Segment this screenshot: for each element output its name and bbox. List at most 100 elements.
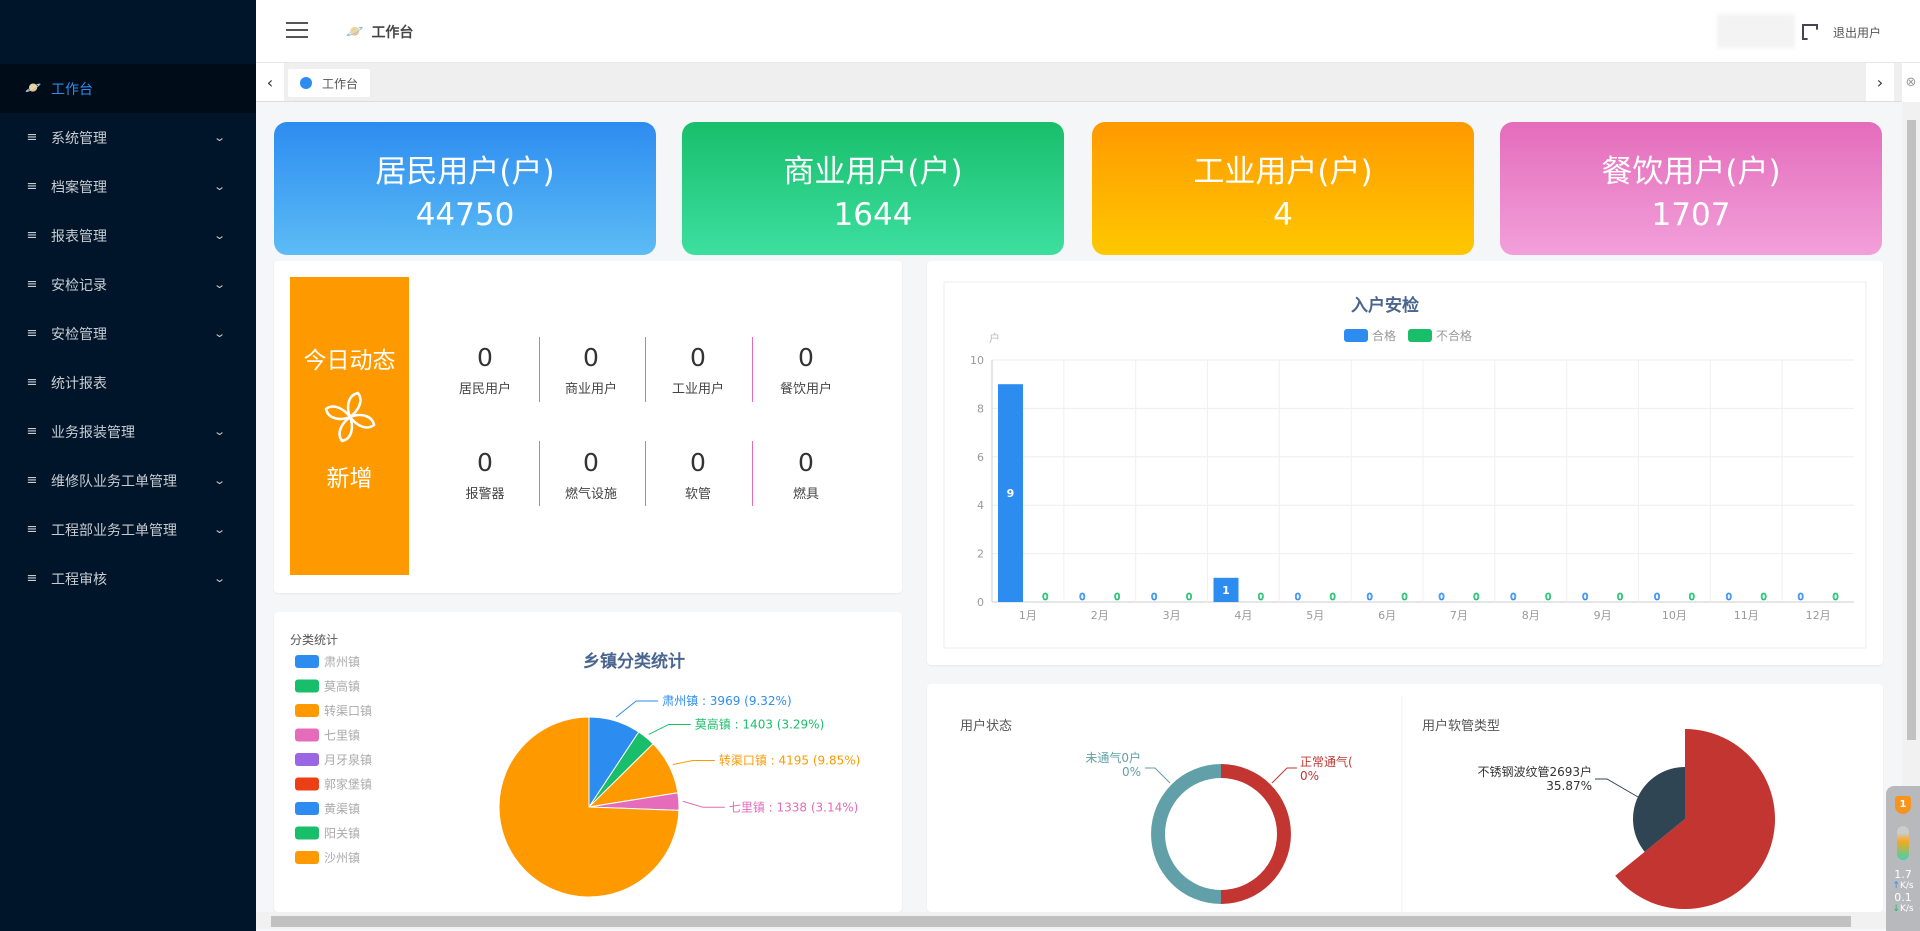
label-line (672, 760, 715, 765)
close-all-tabs-icon[interactable]: ⊗ (1902, 63, 1920, 102)
sidebar-item[interactable]: ≡ 业务报装管理 ⌄ (0, 407, 256, 456)
slice-label: 肃州镇 : 3969 (9.32%) (662, 694, 792, 708)
rose-slice[interactable] (1633, 767, 1685, 852)
legend-swatch[interactable] (295, 753, 319, 766)
sidebar-item-label: 档案管理 (51, 179, 107, 196)
bar-value-label: 0 (1582, 592, 1588, 603)
label-line (1271, 767, 1297, 784)
tab-workbench[interactable]: 工作台 (288, 69, 371, 97)
slice-label: 莫高镇 : 1403 (3.29%) (695, 716, 825, 731)
bar-value-label: 0 (1258, 592, 1264, 603)
sidebar-item-label: 工程部业务工单管理 (51, 522, 177, 539)
tabs-scroll-right-icon[interactable]: › (1866, 63, 1894, 101)
x-tick-label: 1月 (1019, 609, 1037, 622)
chevron-down-icon: ⌄ (212, 180, 226, 193)
legend-label[interactable]: 莫高镇 (324, 679, 360, 694)
sidebar-item[interactable]: ≡ 维修队业务工单管理 ⌄ (0, 456, 256, 505)
divider (539, 441, 540, 506)
sidebar-item[interactable]: ≡ 系统管理 ⌄ (0, 113, 256, 162)
bar[interactable] (1213, 577, 1239, 602)
divider (752, 441, 753, 506)
sidebar-item[interactable]: ≡ 档案管理 ⌄ (0, 162, 256, 211)
y-tick-label: 6 (977, 451, 984, 464)
today-stat: 0 软管 (645, 448, 751, 502)
legend-swatch[interactable] (295, 655, 319, 668)
x-tick-label: 8月 (1522, 609, 1540, 622)
donut-slice[interactable] (1151, 764, 1221, 904)
town-pie-panel: 分类统计 肃州镇 莫高镇 转渠口镇 七里镇 月牙泉镇 郭家堡镇 黄渠镇 阳关镇 沙州镇 乡镇分类统计… (274, 612, 902, 912)
legend-swatch[interactable] (295, 802, 319, 815)
chevron-down-icon: ⌄ (212, 229, 226, 242)
label-line (648, 723, 691, 735)
legend-swatch[interactable] (1344, 329, 1368, 342)
stat-label: 商业用户 (564, 382, 617, 397)
stat-label: 报警器 (465, 487, 505, 502)
y-tick-label: 10 (970, 354, 984, 367)
legend-swatch[interactable] (295, 679, 319, 693)
logout-button[interactable]: 退出用户 (1833, 26, 1882, 40)
bar-value-label: 0 (1295, 592, 1301, 603)
legend-label[interactable]: 七里镇 (324, 729, 360, 743)
chevron-down-icon: ⌄ (212, 278, 226, 291)
legend-swatch[interactable] (295, 704, 319, 717)
sidebar-item[interactable]: ≡ 统计报表 (0, 358, 256, 407)
fullscreen-icon[interactable] (1802, 24, 1818, 40)
legend-swatch[interactable] (295, 728, 319, 742)
hamburger-menu-icon[interactable] (286, 22, 308, 38)
tabs-scroll-left-icon[interactable]: ‹ (256, 63, 284, 101)
legend-swatch[interactable] (295, 851, 319, 864)
pie-slice[interactable] (498, 716, 680, 898)
sidebar-item[interactable]: ≡ 安检记录 ⌄ (0, 260, 256, 309)
sidebar-item[interactable]: ≡ 工程部业务工单管理 ⌄ (0, 505, 256, 554)
chart-title: 乡镇分类统计 (583, 651, 685, 672)
legend-label[interactable]: 合格 (1372, 328, 1396, 343)
menu-icon: ≡ (26, 179, 38, 194)
label-line (615, 700, 659, 718)
sidebar-item[interactable]: ≡ 工程审核 ⌄ (0, 554, 256, 603)
x-tick-label: 6月 (1378, 609, 1396, 622)
sidebar-item-label: 业务报装管理 (51, 424, 135, 441)
label-line (682, 800, 725, 808)
legend-label[interactable]: 阳关镇 (324, 827, 360, 841)
bar-value-label: 9 (1007, 487, 1015, 500)
legend-label[interactable]: 郭家堡镇 (324, 777, 372, 792)
tab-active-dot (300, 77, 312, 89)
scroll-thumb[interactable] (271, 916, 1851, 927)
stat-label: 燃具 (792, 487, 819, 502)
sidebar-item[interactable]: 🪐 工作台 (0, 64, 256, 113)
bar-value-label: 0 (1832, 592, 1838, 603)
scroll-thumb[interactable] (1907, 120, 1916, 740)
bar-value-label: 1 (1222, 584, 1230, 597)
network-speed-widget[interactable]: 1 1.7 ↑K/s 0.1 ↓K/s (1886, 786, 1920, 931)
menu-icon: ≡ (26, 571, 38, 586)
legend-label[interactable]: 沙州镇 (324, 851, 360, 865)
vertical-scrollbar[interactable] (1902, 102, 1920, 912)
bar-value-label: 0 (1654, 592, 1660, 603)
bar-value-label: 0 (1689, 592, 1695, 603)
sidebar-item[interactable]: ≡ 安检管理 ⌄ (0, 309, 256, 358)
card-title: 工业用户(户) (1193, 154, 1373, 190)
legend-swatch[interactable] (295, 777, 319, 791)
slice-label: 未通气0户 (1085, 750, 1141, 765)
legend-label[interactable]: 黄渠镇 (324, 802, 360, 816)
sidebar-item-label: 安检记录 (51, 277, 107, 294)
horizontal-scrollbar[interactable] (256, 912, 1902, 929)
legend-swatch[interactable] (295, 826, 319, 840)
bar[interactable] (998, 384, 1023, 602)
today-stat: 0 餐饮用户 (753, 343, 859, 397)
x-tick-label: 9月 (1594, 609, 1612, 622)
legend-label[interactable]: 肃州镇 (324, 655, 360, 669)
legend-swatch[interactable] (1408, 329, 1432, 342)
planet-icon: 🪐 (346, 24, 364, 40)
donut-slice[interactable] (1221, 764, 1291, 904)
legend-label[interactable]: 转渠口镇 (324, 703, 372, 718)
sidebar-item[interactable]: ≡ 报表管理 ⌄ (0, 211, 256, 260)
rose-slice[interactable] (1615, 729, 1775, 909)
legend-label[interactable]: 不合格 (1436, 328, 1472, 343)
y-tick-label: 2 (977, 548, 984, 561)
legend-label[interactable]: 月牙泉镇 (324, 753, 372, 767)
stat-value: 0 (690, 448, 706, 477)
sidebar-item-label: 安检管理 (51, 326, 107, 343)
stat-label: 软管 (684, 487, 711, 502)
